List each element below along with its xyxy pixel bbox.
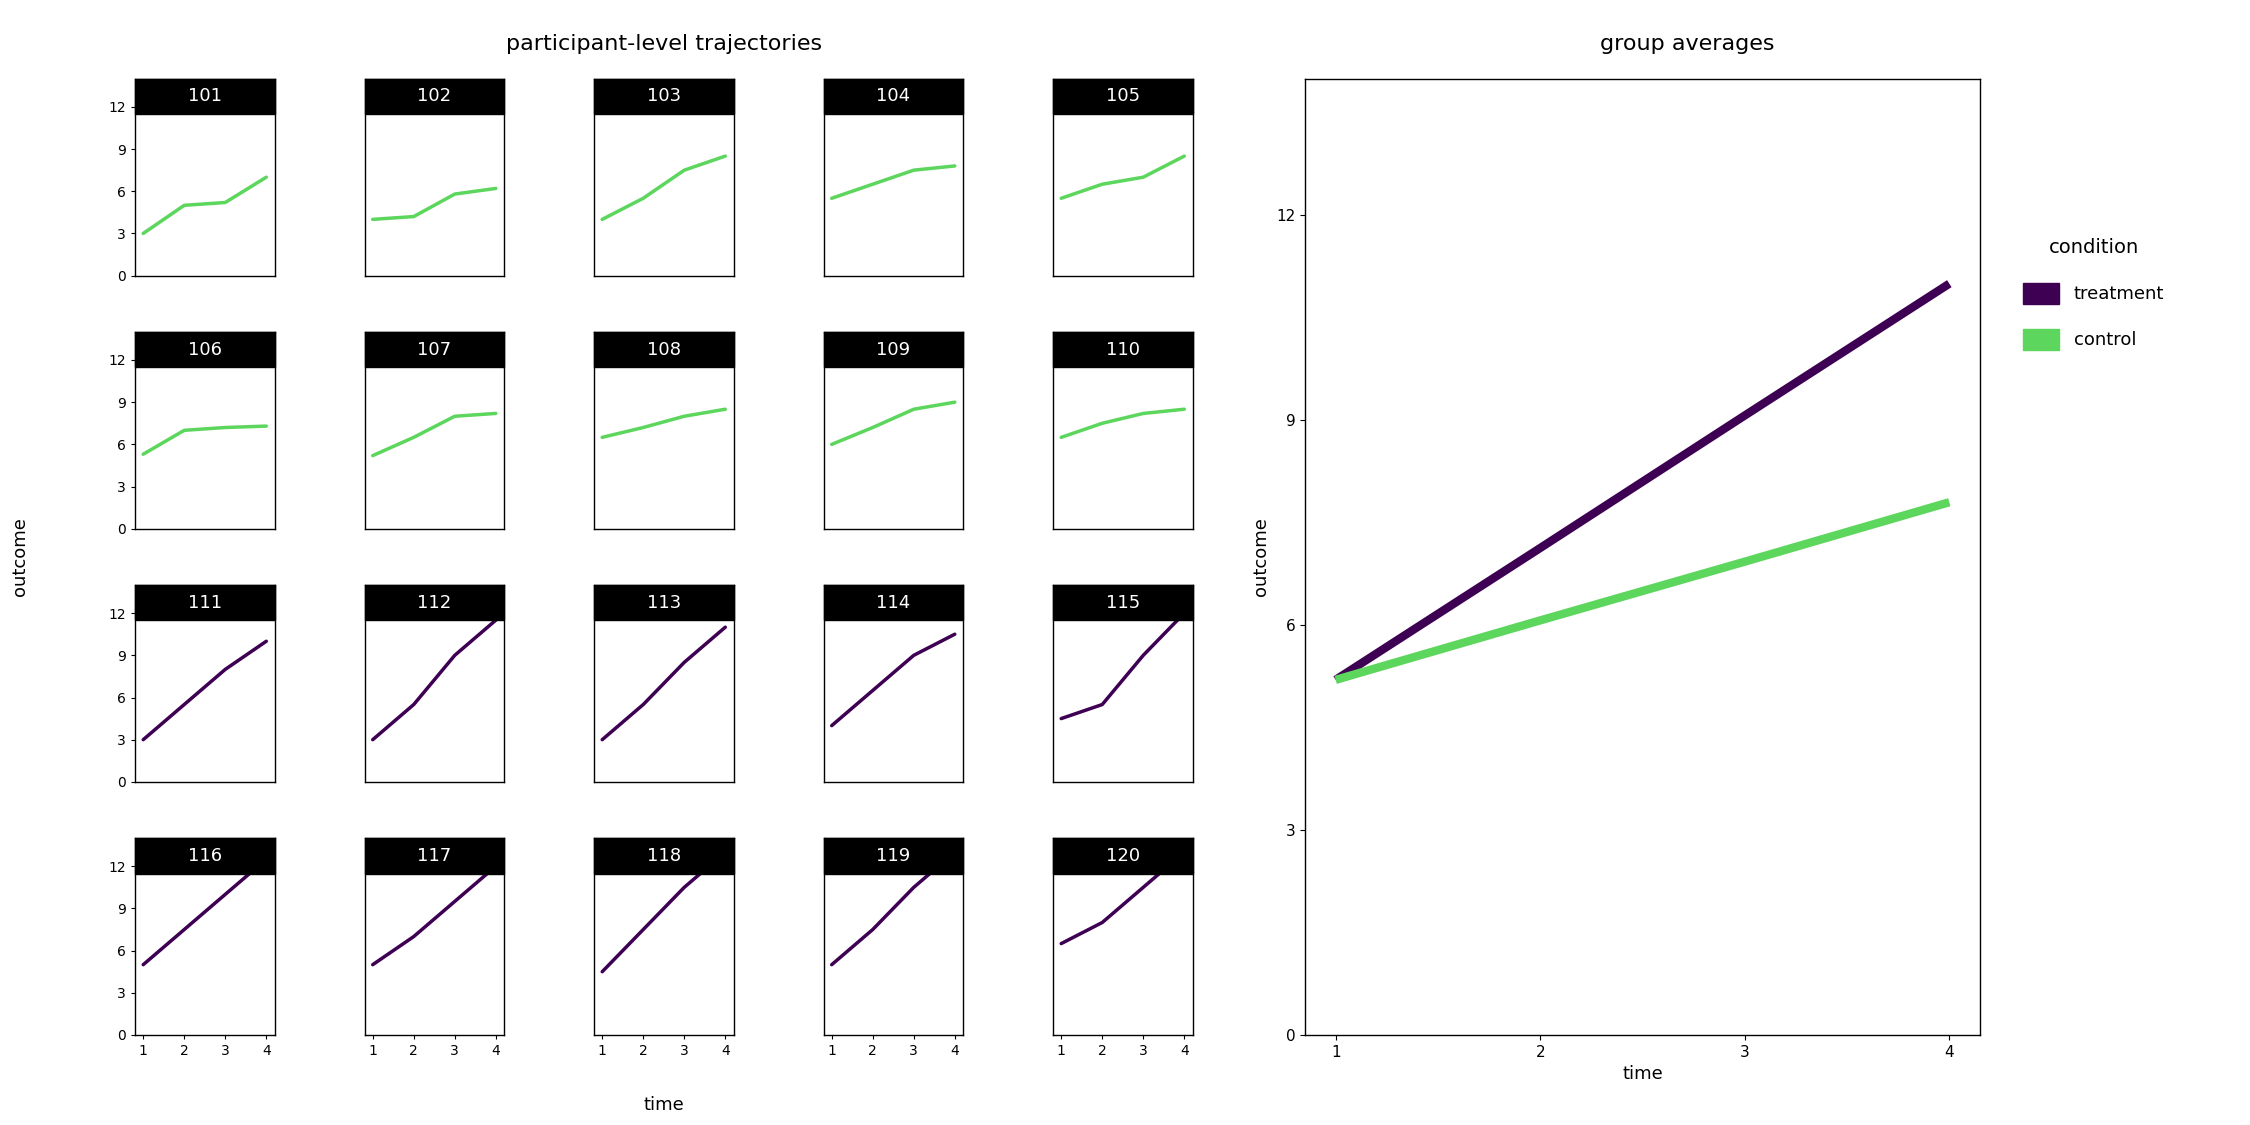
Bar — [364, 332, 504, 367]
Text: 119: 119 — [875, 847, 911, 865]
Bar — [1053, 838, 1192, 873]
Text: 113: 113 — [646, 594, 682, 612]
Bar — [594, 585, 734, 620]
Bar — [824, 838, 963, 873]
Text: 111: 111 — [187, 594, 223, 612]
Text: 102: 102 — [416, 88, 452, 106]
Text: 114: 114 — [875, 594, 911, 612]
Text: group averages: group averages — [1600, 34, 1775, 54]
Text: 110: 110 — [1105, 341, 1141, 359]
Y-axis label: outcome: outcome — [1253, 518, 1271, 596]
Text: 105: 105 — [1105, 88, 1141, 106]
Text: participant-level trajectories: participant-level trajectories — [506, 34, 821, 54]
Bar — [135, 332, 274, 367]
Text: outcome: outcome — [11, 518, 29, 596]
Bar — [824, 585, 963, 620]
Text: 101: 101 — [187, 88, 223, 106]
Bar — [824, 79, 963, 114]
Bar — [594, 838, 734, 873]
Text: 109: 109 — [875, 341, 911, 359]
Text: 104: 104 — [875, 88, 911, 106]
Text: 108: 108 — [646, 341, 682, 359]
Text: 117: 117 — [416, 847, 452, 865]
Bar — [1053, 79, 1192, 114]
Bar — [594, 79, 734, 114]
Bar — [135, 79, 274, 114]
Text: 116: 116 — [187, 847, 223, 865]
Text: 107: 107 — [416, 341, 452, 359]
Text: 103: 103 — [646, 88, 682, 106]
Bar — [364, 838, 504, 873]
Text: 115: 115 — [1105, 594, 1141, 612]
Bar — [824, 332, 963, 367]
Bar — [364, 585, 504, 620]
X-axis label: time: time — [1622, 1065, 1663, 1083]
Bar — [135, 585, 274, 620]
Bar — [135, 838, 274, 873]
Legend: treatment, control: treatment, control — [2016, 232, 2171, 357]
Bar — [1053, 585, 1192, 620]
Text: 112: 112 — [416, 594, 452, 612]
Text: 120: 120 — [1105, 847, 1141, 865]
Bar — [364, 79, 504, 114]
Text: time: time — [644, 1096, 684, 1114]
Bar — [1053, 332, 1192, 367]
Bar — [594, 332, 734, 367]
Text: 106: 106 — [187, 341, 223, 359]
Text: 118: 118 — [646, 847, 682, 865]
